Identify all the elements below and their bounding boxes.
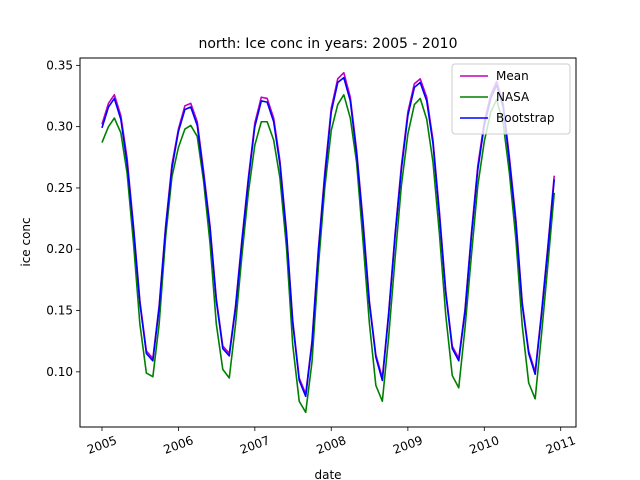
series-line-bootstrap bbox=[101, 76, 556, 398]
y-tick-label: 0.30 bbox=[46, 120, 73, 134]
legend-label: NASA bbox=[496, 90, 530, 104]
legend-box bbox=[451, 63, 571, 135]
x-axis: 2005 2006 2007 2008 2009 2010 2011 bbox=[85, 427, 577, 457]
chart-title: north: Ice conc in years: 2005 - 2010 bbox=[198, 36, 457, 52]
x-tick-label: 2006 bbox=[162, 433, 195, 457]
series-line-nasa bbox=[101, 93, 556, 414]
legend-label: Bootstrap bbox=[496, 111, 554, 125]
y-axis-label: ice conc bbox=[19, 217, 33, 266]
x-axis-label: date bbox=[314, 468, 341, 480]
y-tick-label: 0.20 bbox=[46, 242, 73, 256]
x-tick-label: 2008 bbox=[314, 433, 347, 457]
x-tick-label: 2007 bbox=[238, 433, 271, 457]
x-tick-label: 2009 bbox=[391, 433, 424, 457]
x-tick-label: 2005 bbox=[85, 433, 118, 457]
y-tick-label: 0.15 bbox=[46, 304, 73, 318]
y-tick-label: 0.10 bbox=[46, 365, 73, 379]
y-axis: 0.10 0.15 0.20 0.25 0.30 0.35 bbox=[46, 58, 80, 379]
x-tick-label: 2011 bbox=[544, 433, 577, 457]
plot-area bbox=[101, 71, 556, 414]
plot-frame bbox=[79, 57, 577, 428]
legend-label: Mean bbox=[496, 69, 529, 83]
x-tick-label: 2010 bbox=[468, 433, 501, 457]
y-tick-label: 0.35 bbox=[46, 58, 73, 72]
legend: Mean NASA Bootstrap bbox=[451, 63, 571, 135]
y-tick-label: 0.25 bbox=[46, 181, 73, 195]
